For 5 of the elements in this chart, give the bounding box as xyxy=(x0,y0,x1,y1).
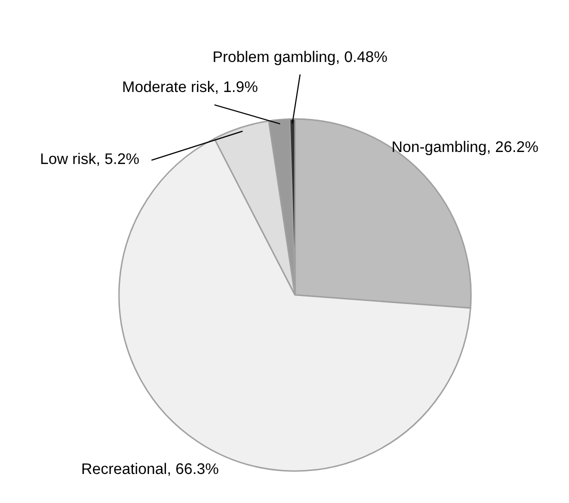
slice-label: Moderate risk, 1.9% xyxy=(123,80,258,94)
slice-label: Recreational, 66.3% xyxy=(82,462,218,476)
slice-label: Low risk, 5.2% xyxy=(41,152,139,166)
slice-label: Problem gambling, 0.48% xyxy=(214,50,387,66)
slice-label: Non-gambling, 26.2% xyxy=(392,140,538,156)
